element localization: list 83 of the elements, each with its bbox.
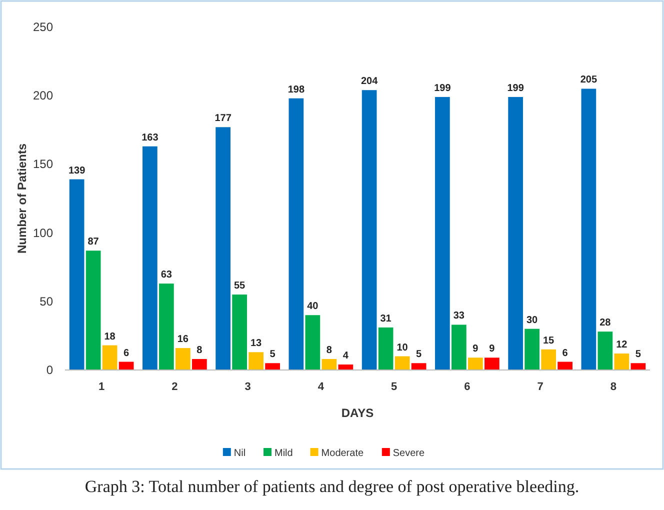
- y-tick-label: 200: [32, 88, 54, 103]
- data-label: 163: [142, 132, 159, 144]
- bar: [394, 356, 410, 370]
- data-label: 6: [562, 348, 568, 359]
- bar: [216, 127, 230, 370]
- bar: [598, 332, 613, 370]
- data-label: 5: [635, 349, 642, 360]
- bar: [508, 96, 523, 370]
- y-tick-label: 0: [46, 363, 54, 377]
- data-label: 4: [342, 350, 349, 362]
- y-tick-label: 150: [32, 157, 54, 172]
- bar: [192, 359, 207, 370]
- data-label: 139: [68, 165, 86, 176]
- bar: [614, 354, 630, 370]
- legend-label: Moderate: [321, 448, 364, 459]
- bar: [558, 362, 572, 370]
- data-label: 55: [234, 280, 246, 292]
- data-label: 204: [360, 76, 378, 88]
- bar: [288, 98, 304, 370]
- bar: [322, 359, 337, 370]
- data-label: 12: [616, 340, 628, 351]
- data-label: 8: [196, 345, 203, 356]
- x-tick-label: 7: [537, 381, 544, 393]
- data-label: 63: [160, 270, 172, 281]
- y-tick-label: 50: [40, 294, 54, 308]
- legend-label: Mild: [274, 448, 293, 459]
- data-label: 15: [543, 335, 555, 346]
- bar: [581, 88, 596, 370]
- bar: [102, 345, 118, 370]
- bar: [378, 327, 394, 370]
- x-tick-label: 1: [98, 381, 105, 393]
- bar: [305, 315, 320, 370]
- bar: [541, 349, 556, 370]
- x-tick-label: 5: [391, 381, 398, 393]
- caption: Graph 3: Total number of patients and degree of post operative bleeding.: [84, 477, 580, 496]
- x-axis-title: DAYS: [341, 406, 374, 420]
- bar: [435, 96, 450, 370]
- bar: [452, 324, 466, 370]
- data-label: 205: [580, 74, 598, 86]
- bar: [176, 348, 190, 370]
- data-label: 30: [526, 314, 538, 326]
- data-label: 6: [124, 348, 130, 359]
- bar: [265, 363, 280, 370]
- data-label: 177: [214, 113, 232, 124]
- data-label: 8: [326, 345, 332, 356]
- data-label: 199: [434, 82, 452, 94]
- bar: [86, 250, 101, 370]
- data-label: 40: [307, 301, 319, 312]
- x-tick-label: 2: [172, 381, 178, 393]
- bar: [232, 294, 247, 370]
- data-label: 33: [453, 310, 465, 322]
- data-label: 9: [489, 344, 496, 355]
- bar: [484, 358, 500, 370]
- data-label: 10: [396, 342, 408, 354]
- data-label: 5: [416, 349, 422, 360]
- bar: [362, 90, 377, 370]
- bar: [524, 328, 540, 370]
- data-label: 18: [104, 331, 116, 342]
- x-tick-label: 4: [318, 381, 325, 393]
- data-label: 87: [88, 236, 100, 248]
- x-tick-label: 6: [464, 381, 470, 393]
- bar: [69, 179, 84, 370]
- data-label: 16: [177, 334, 189, 346]
- x-tick-label: 8: [610, 381, 616, 393]
- bar: [630, 363, 646, 370]
- bar: [468, 358, 483, 370]
- data-label: 13: [250, 338, 262, 350]
- bar: [411, 363, 426, 370]
- legend-label: Nil: [234, 448, 246, 459]
- y-axis-title: Number of Patients: [15, 143, 29, 254]
- x-tick-label: 3: [244, 381, 251, 393]
- bar: [159, 284, 174, 370]
- data-label: 28: [600, 318, 612, 329]
- data-label: 31: [380, 313, 392, 324]
- data-label: 199: [507, 82, 524, 94]
- data-label: 5: [270, 349, 276, 360]
- data-label: 198: [288, 84, 305, 96]
- y-tick-label: 100: [32, 226, 54, 240]
- data-label: 9: [472, 344, 479, 355]
- legend-label: Severe: [392, 448, 426, 459]
- bar: [142, 146, 158, 370]
- bar: [248, 352, 264, 370]
- y-tick-label: 250: [32, 20, 54, 34]
